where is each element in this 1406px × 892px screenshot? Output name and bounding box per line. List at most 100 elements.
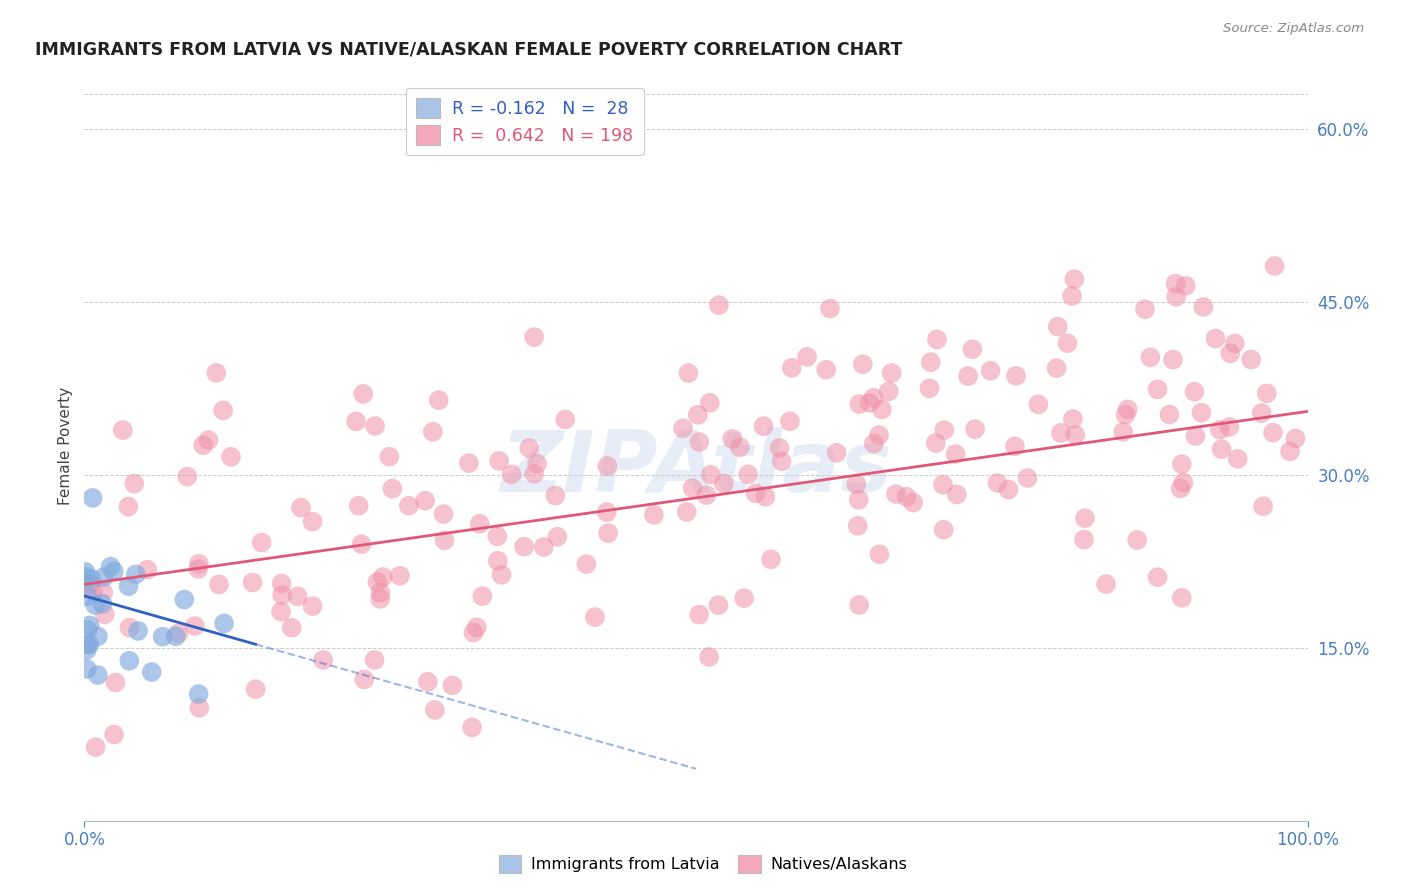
Point <box>544 488 567 502</box>
Point <box>825 446 848 460</box>
Point <box>1173 475 1195 490</box>
Point <box>962 343 984 357</box>
Point <box>366 575 388 590</box>
Point <box>770 454 793 468</box>
Point <box>100 559 122 574</box>
Point <box>707 298 730 312</box>
Point <box>863 436 886 450</box>
Point <box>1095 577 1118 591</box>
Text: IMMIGRANTS FROM LATVIA VS NATIVE/ALASKAN FEMALE POVERTY CORRELATION CHART: IMMIGRANTS FROM LATVIA VS NATIVE/ALASKAN… <box>35 41 903 59</box>
Point <box>925 436 948 450</box>
Point <box>1146 570 1168 584</box>
Point <box>364 419 387 434</box>
Point <box>422 425 444 439</box>
Point <box>1073 533 1095 547</box>
Point <box>287 590 309 604</box>
Point <box>193 438 215 452</box>
Point <box>461 720 484 734</box>
Point <box>205 366 228 380</box>
Point <box>184 619 207 633</box>
Point <box>1004 439 1026 453</box>
Point <box>370 585 392 599</box>
Point <box>1264 259 1286 273</box>
Point <box>523 467 546 481</box>
Point <box>270 576 292 591</box>
Point <box>270 605 292 619</box>
Point <box>167 626 190 640</box>
Point <box>1005 368 1028 383</box>
Point <box>212 403 235 417</box>
Point <box>491 567 513 582</box>
Point <box>1063 272 1085 286</box>
Point <box>76 662 98 676</box>
Point <box>932 523 955 537</box>
Point <box>965 422 987 436</box>
Point <box>212 616 235 631</box>
Point <box>868 547 890 561</box>
Point <box>87 629 110 643</box>
Point <box>598 526 620 541</box>
Point <box>1139 351 1161 365</box>
Point <box>699 396 721 410</box>
Point <box>1223 336 1246 351</box>
Point <box>208 577 231 591</box>
Point <box>242 575 264 590</box>
Point <box>744 486 766 500</box>
Point <box>118 621 141 635</box>
Point <box>136 563 159 577</box>
Point <box>84 598 107 612</box>
Point <box>312 653 335 667</box>
Point <box>575 557 598 571</box>
Point <box>796 350 818 364</box>
Point <box>271 588 294 602</box>
Point <box>682 481 704 495</box>
Point <box>780 360 803 375</box>
Point <box>1209 423 1232 437</box>
Point <box>1218 420 1240 434</box>
Point <box>848 492 870 507</box>
Point <box>1146 383 1168 397</box>
Point <box>80 572 103 586</box>
Point <box>486 554 509 568</box>
Point <box>945 447 967 461</box>
Point <box>104 675 127 690</box>
Point <box>1211 442 1233 457</box>
Point <box>76 638 98 652</box>
Point <box>1204 331 1226 345</box>
Point <box>457 456 479 470</box>
Point <box>111 423 134 437</box>
Point <box>713 476 735 491</box>
Point <box>1060 289 1083 303</box>
Text: ZIPAtlas: ZIPAtlas <box>501 427 891 510</box>
Point <box>350 537 373 551</box>
Point <box>852 357 875 371</box>
Point <box>82 584 104 599</box>
Point <box>728 440 751 454</box>
Point <box>381 482 404 496</box>
Point <box>678 366 700 380</box>
Point <box>925 333 948 347</box>
Point <box>733 591 755 606</box>
Point <box>427 393 450 408</box>
Point <box>1240 352 1263 367</box>
Point <box>87 668 110 682</box>
Point <box>868 428 890 442</box>
Point <box>877 384 900 399</box>
Point <box>1219 346 1241 360</box>
Point <box>79 618 101 632</box>
Point <box>700 467 723 482</box>
Point <box>848 397 870 411</box>
Point <box>675 505 697 519</box>
Point <box>118 654 141 668</box>
Point <box>117 500 139 514</box>
Point <box>1191 406 1213 420</box>
Point <box>752 419 775 434</box>
Point <box>197 433 219 447</box>
Point <box>1279 444 1302 458</box>
Point <box>934 423 956 437</box>
Point <box>75 569 97 583</box>
Point <box>554 412 576 426</box>
Point <box>1284 431 1306 445</box>
Point <box>413 493 436 508</box>
Point <box>219 450 242 464</box>
